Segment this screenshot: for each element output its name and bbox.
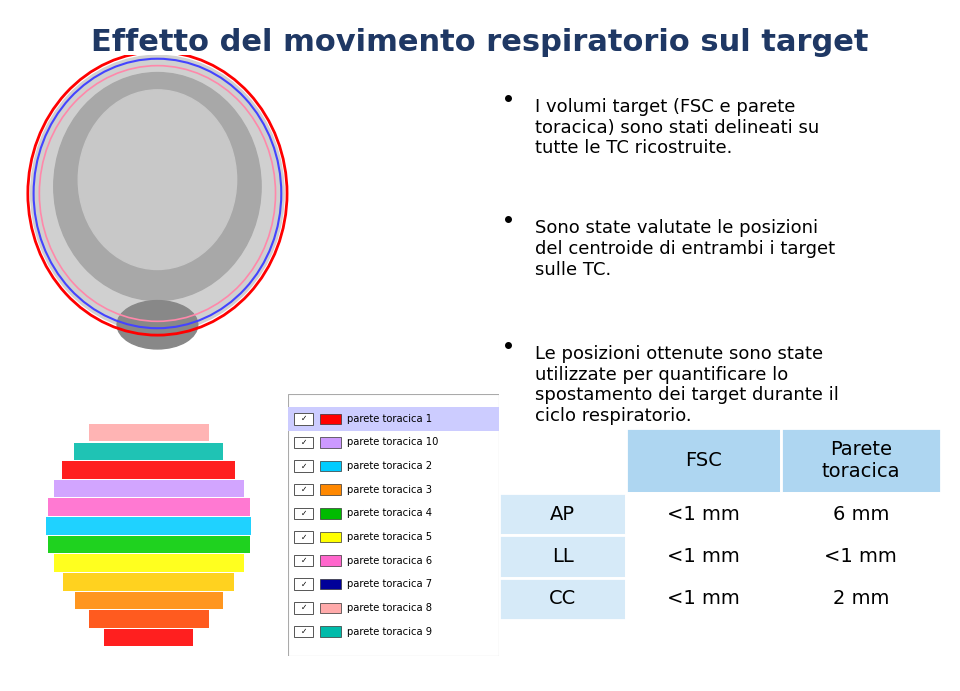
Bar bbox=[54, 554, 244, 572]
Bar bbox=[626, 578, 780, 620]
Bar bbox=[320, 532, 341, 542]
Bar bbox=[63, 461, 234, 479]
Bar bbox=[48, 536, 250, 553]
Text: ✓: ✓ bbox=[300, 485, 307, 494]
Bar bbox=[295, 555, 313, 567]
Ellipse shape bbox=[54, 73, 261, 301]
Bar bbox=[45, 517, 252, 535]
Bar bbox=[499, 493, 626, 536]
Bar bbox=[288, 407, 499, 430]
Text: parete toracica 5: parete toracica 5 bbox=[348, 532, 432, 542]
Bar bbox=[105, 629, 193, 647]
Bar bbox=[320, 437, 341, 448]
Text: <1 mm: <1 mm bbox=[825, 547, 898, 566]
Text: parete toracica 3: parete toracica 3 bbox=[348, 484, 432, 495]
Bar bbox=[320, 508, 341, 518]
Text: ✓: ✓ bbox=[300, 580, 307, 589]
Text: parete toracica 1: parete toracica 1 bbox=[348, 414, 432, 424]
Bar bbox=[780, 536, 941, 578]
Text: ✓: ✓ bbox=[300, 438, 307, 447]
Text: parete toracica 2: parete toracica 2 bbox=[348, 461, 432, 471]
Text: parete toracica 10: parete toracica 10 bbox=[348, 437, 439, 448]
Text: ✓: ✓ bbox=[300, 627, 307, 636]
Bar bbox=[320, 556, 341, 566]
Bar bbox=[320, 579, 341, 589]
Text: CC: CC bbox=[549, 589, 576, 608]
Bar bbox=[320, 626, 341, 637]
Bar bbox=[320, 484, 341, 495]
Bar bbox=[75, 591, 223, 609]
Bar bbox=[626, 428, 780, 493]
Text: AP: AP bbox=[550, 504, 575, 524]
Bar bbox=[320, 413, 341, 424]
Text: I volumi target (FSC e parete
toracica) sono stati delineati su
tutte le TC rico: I volumi target (FSC e parete toracica) … bbox=[535, 97, 819, 158]
Bar bbox=[54, 480, 244, 498]
Bar bbox=[780, 428, 941, 493]
Text: ✓: ✓ bbox=[300, 462, 307, 471]
Bar bbox=[76, 442, 222, 460]
Text: ✓: ✓ bbox=[300, 509, 307, 518]
Bar bbox=[295, 460, 313, 472]
Ellipse shape bbox=[78, 90, 236, 269]
Bar bbox=[295, 531, 313, 542]
Text: <1 mm: <1 mm bbox=[667, 589, 740, 608]
Text: 6 mm: 6 mm bbox=[832, 504, 889, 524]
Text: ✓: ✓ bbox=[300, 603, 307, 612]
Bar bbox=[780, 493, 941, 536]
Bar bbox=[89, 424, 208, 442]
Ellipse shape bbox=[117, 301, 198, 349]
Bar bbox=[295, 437, 313, 448]
Text: Parete
toracica: Parete toracica bbox=[822, 440, 900, 481]
Bar bbox=[320, 603, 341, 613]
Text: parete toracica 4: parete toracica 4 bbox=[348, 509, 432, 518]
Text: <1 mm: <1 mm bbox=[667, 504, 740, 524]
Text: parete toracica 6: parete toracica 6 bbox=[348, 556, 432, 566]
Bar bbox=[626, 493, 780, 536]
Text: ✓: ✓ bbox=[300, 415, 307, 424]
Text: parete toracica 9: parete toracica 9 bbox=[348, 627, 432, 636]
Bar bbox=[295, 626, 313, 637]
Bar bbox=[295, 602, 313, 614]
Bar bbox=[47, 498, 251, 516]
Bar bbox=[295, 413, 313, 424]
Text: <1 mm: <1 mm bbox=[667, 547, 740, 566]
Text: LL: LL bbox=[552, 547, 573, 566]
Bar bbox=[89, 610, 208, 628]
Text: parete toracica 8: parete toracica 8 bbox=[348, 603, 432, 613]
Bar bbox=[295, 484, 313, 495]
Bar bbox=[295, 508, 313, 519]
Bar bbox=[499, 578, 626, 620]
Bar bbox=[499, 428, 626, 493]
Text: Le posizioni ottenute sono state
utilizzate per quantificare lo
spostamento dei : Le posizioni ottenute sono state utilizz… bbox=[535, 345, 838, 425]
Bar bbox=[780, 578, 941, 620]
Bar bbox=[320, 461, 341, 471]
Bar bbox=[499, 536, 626, 578]
Text: Sono state valutate le posizioni
del centroide di entrambi i target
sulle TC.: Sono state valutate le posizioni del cen… bbox=[535, 220, 834, 279]
Bar bbox=[295, 578, 313, 590]
Text: FSC: FSC bbox=[685, 451, 722, 470]
Text: ✓: ✓ bbox=[300, 556, 307, 565]
Text: Effetto del movimento respiratorio sul target: Effetto del movimento respiratorio sul t… bbox=[91, 28, 869, 57]
Bar bbox=[626, 536, 780, 578]
Bar bbox=[62, 573, 235, 591]
Text: ✓: ✓ bbox=[300, 533, 307, 542]
Ellipse shape bbox=[31, 55, 284, 332]
Text: 2 mm: 2 mm bbox=[832, 589, 889, 608]
Text: parete toracica 7: parete toracica 7 bbox=[348, 579, 432, 589]
